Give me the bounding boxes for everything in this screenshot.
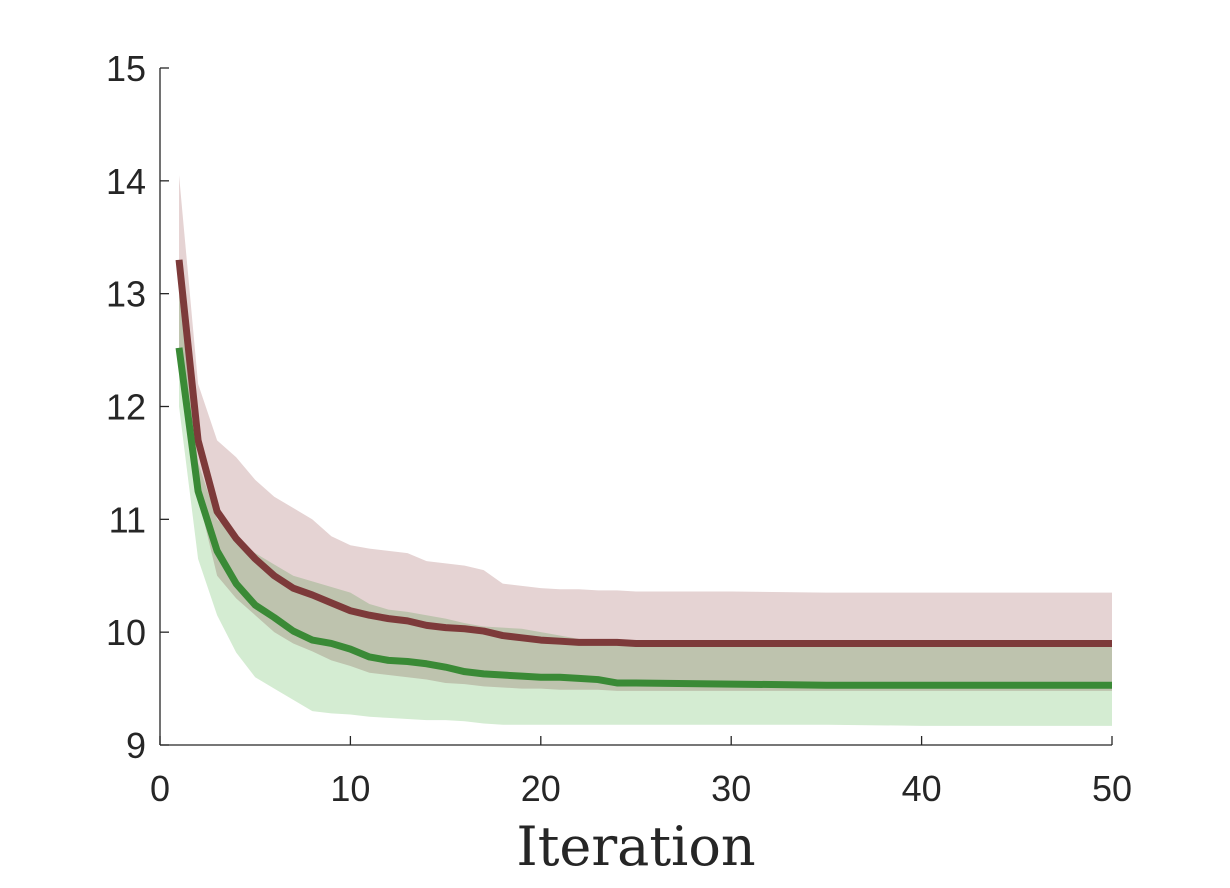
x-tick-label: 0 — [150, 768, 170, 809]
y-tick-label: 10 — [106, 612, 146, 653]
x-tick-label: 20 — [521, 768, 561, 809]
x-tick-label: 30 — [711, 768, 751, 809]
confidence-bands — [179, 175, 1113, 726]
series-1-line — [175, 259, 1112, 647]
y-tick-label: 14 — [106, 161, 146, 202]
y-tick-label: 9 — [126, 725, 146, 766]
y-ticks: 9 10 11 12 13 14 15 — [106, 48, 169, 766]
x-ticks: 0 10 20 30 40 50 — [150, 736, 1132, 809]
series-lines — [175, 259, 1112, 689]
x-tick-label: 50 — [1092, 768, 1132, 809]
series-2-line — [175, 347, 1112, 689]
x-tick-label: 10 — [330, 768, 370, 809]
series-2-band — [179, 293, 1113, 726]
y-tick-label: 13 — [106, 274, 146, 315]
x-axis-label: Iteration — [516, 815, 755, 878]
x-tick-label: 40 — [902, 768, 942, 809]
series-1-band — [179, 175, 1113, 691]
y-tick-label: 12 — [106, 387, 146, 428]
y-tick-label: 11 — [109, 499, 146, 540]
y-tick-label: 15 — [106, 48, 146, 89]
